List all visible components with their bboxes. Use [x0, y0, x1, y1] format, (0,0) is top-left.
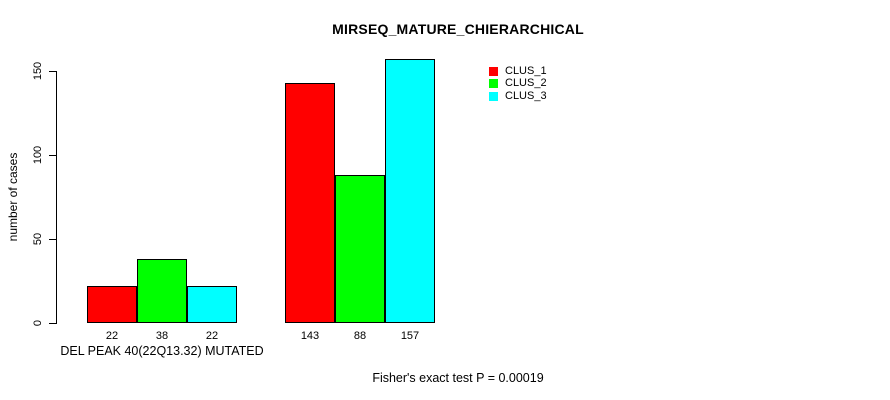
y-axis-tick-label: 50 [32, 232, 44, 246]
bar-clus_2-group1 [137, 259, 187, 323]
bar-clus_3-group2 [385, 59, 435, 323]
bar-clus_1-group1 [87, 286, 137, 323]
legend-swatch-icon [489, 91, 498, 101]
legend: CLUS_1 CLUS_2 CLUS_3 [489, 65, 547, 103]
legend-item-clus_3: CLUS_3 [489, 90, 547, 103]
bar-value-label: 88 [353, 330, 367, 342]
y-axis-tick-label: 0 [32, 319, 44, 327]
y-axis-title: number of cases [6, 152, 20, 242]
y-axis-tick [49, 238, 56, 240]
legend-swatch-icon [489, 66, 498, 76]
legend-swatch-icon [489, 79, 498, 89]
y-axis-line [56, 71, 57, 324]
legend-label: CLUS_1 [505, 64, 547, 77]
legend-item-clus_2: CLUS_2 [489, 78, 547, 91]
x-axis-group-label: DEL PEAK 40(22Q13.32) MUTATED [60, 344, 264, 358]
legend-label: CLUS_2 [505, 77, 547, 90]
bar-clus_2-group2 [335, 175, 385, 323]
y-axis-tick-label: 100 [32, 145, 44, 165]
bar-clus_3-group1 [187, 286, 237, 323]
bar-value-label: 22 [205, 330, 219, 342]
bar-clus_1-group2 [285, 82, 335, 323]
legend-label: CLUS_3 [505, 89, 547, 102]
chart-title: MIRSEQ_MATURE_CHIERARCHICAL [332, 21, 584, 37]
y-axis-tick [49, 70, 56, 72]
bar-value-label: 22 [105, 330, 119, 342]
y-axis-tick [49, 154, 56, 156]
y-axis-tick-label: 150 [32, 61, 44, 81]
y-axis-tick [49, 322, 56, 324]
annotation-pvalue: Fisher's exact test P = 0.00019 [372, 371, 544, 385]
bar-value-label: 157 [400, 330, 420, 342]
legend-item-clus_1: CLUS_1 [489, 65, 547, 78]
bar-value-label: 143 [300, 330, 320, 342]
bar-value-label: 38 [155, 330, 169, 342]
